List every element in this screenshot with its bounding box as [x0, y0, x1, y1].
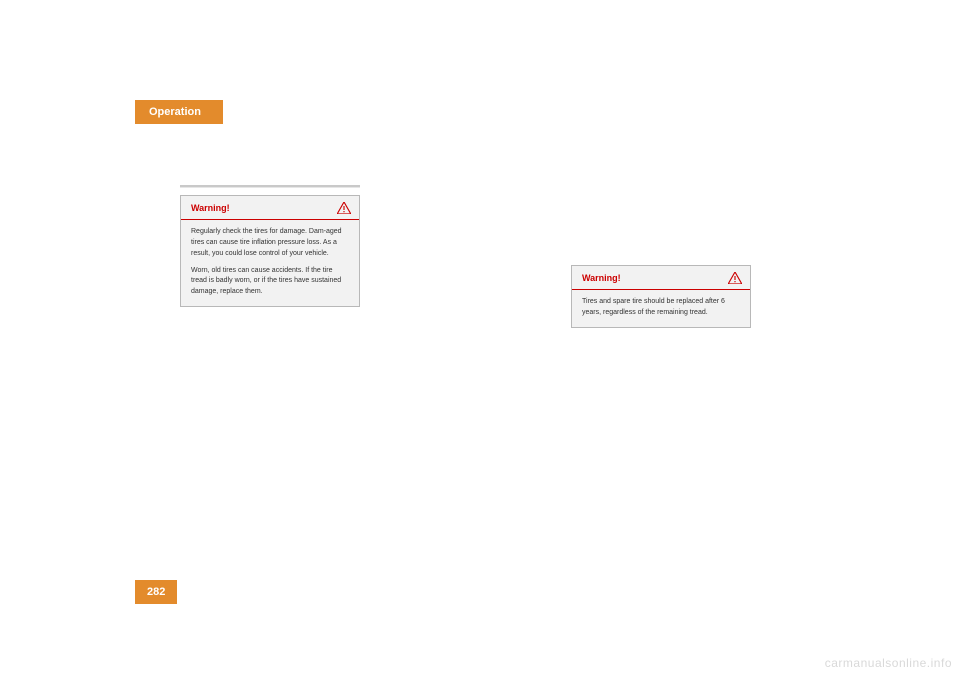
- warning-triangle-icon: [337, 202, 351, 214]
- warning-triangle-icon: [728, 272, 742, 284]
- warning-paragraph: Worn, old tires can cause accidents. If …: [191, 266, 349, 299]
- warning-title: Warning!: [191, 203, 230, 213]
- manual-page: [125, 70, 845, 630]
- watermark: carmanualsonline.info: [825, 656, 952, 670]
- warning-paragraph: Tires and spare tire should be replaced …: [582, 297, 740, 319]
- warning-header: Warning!: [572, 266, 750, 290]
- warning-paragraph: Regularly check the tires for damage. Da…: [191, 227, 349, 260]
- page-number: 282: [135, 580, 177, 604]
- warning-box-tire-damage: Warning! Regularly check the tires for d…: [180, 195, 360, 307]
- warning-header: Warning!: [181, 196, 359, 220]
- warning-box-tire-age: Warning! Tires and spare tire should be …: [571, 265, 751, 328]
- warning-body: Tires and spare tire should be replaced …: [572, 290, 750, 327]
- section-tab: Operation: [135, 100, 223, 124]
- warning-title: Warning!: [582, 273, 621, 283]
- warning-body: Regularly check the tires for damage. Da…: [181, 220, 359, 306]
- divider-rule-shadow: [180, 187, 360, 188]
